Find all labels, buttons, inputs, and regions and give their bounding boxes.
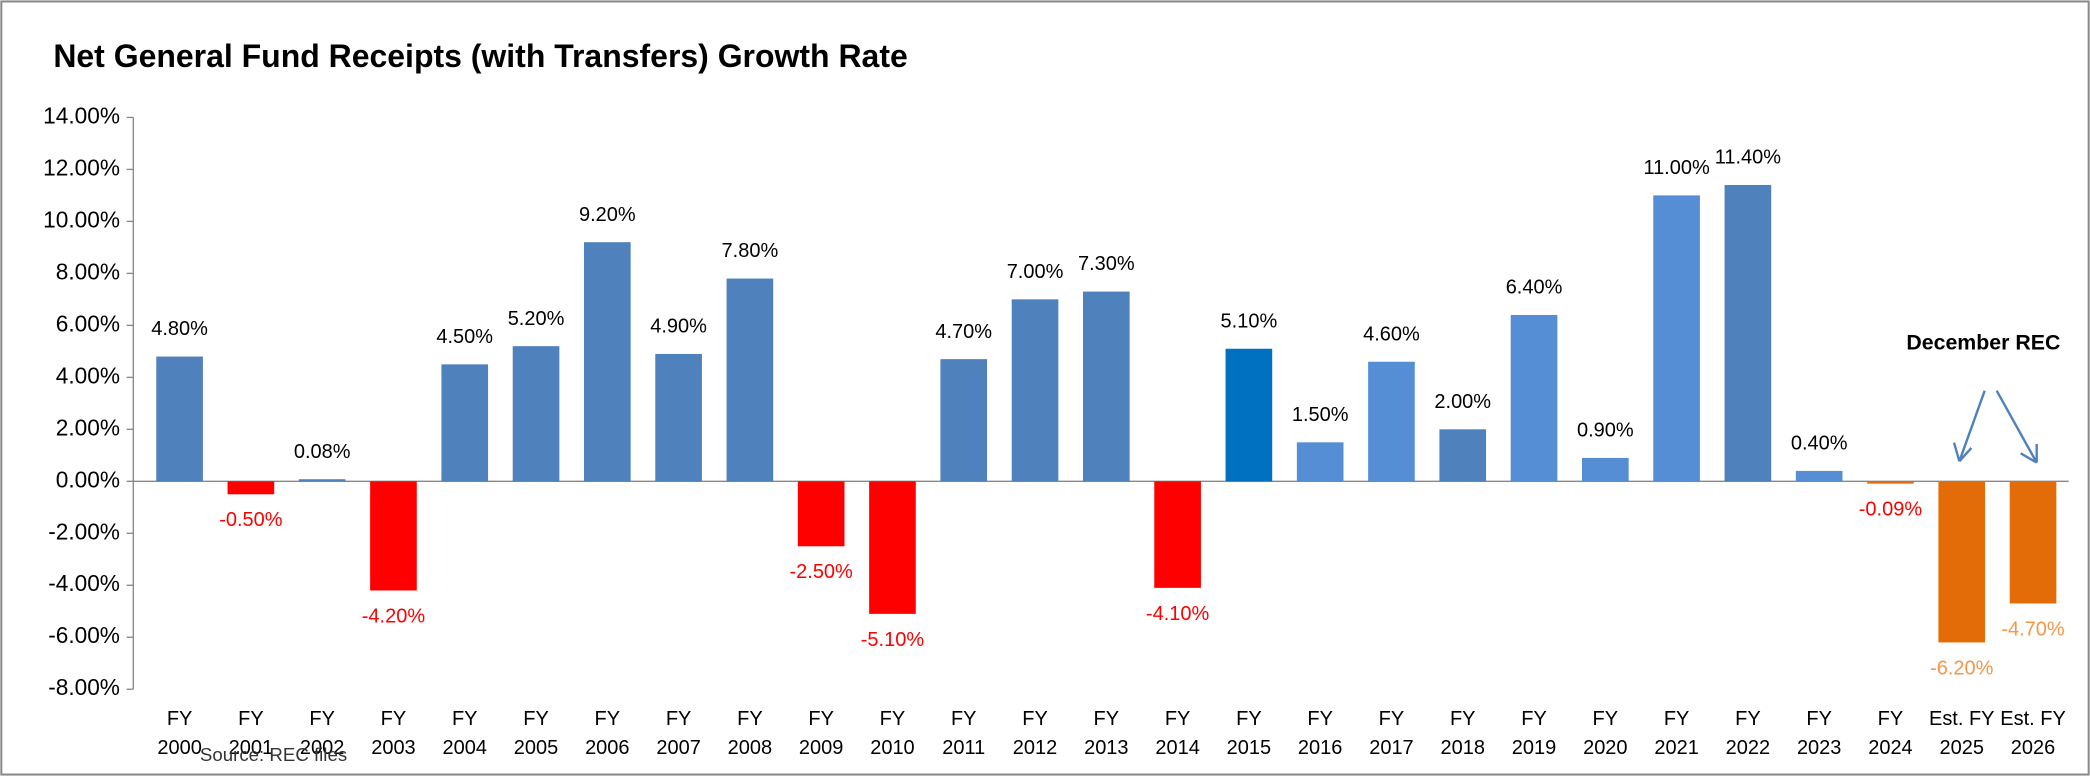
data-label: -6.20% <box>1930 657 1994 679</box>
x-tick-label: FY 2007 <box>656 708 700 759</box>
bar <box>583 242 631 482</box>
x-tick-label: Est. FY 2026 <box>2000 708 2066 759</box>
bar <box>1938 481 1986 643</box>
annotation: December REC <box>1906 331 2060 355</box>
data-label: 4.60% <box>1363 323 1420 345</box>
bar <box>1296 442 1344 482</box>
x-tick-label: FY 2014 <box>1155 708 1199 759</box>
data-label: 4.80% <box>151 318 208 340</box>
bar <box>1724 184 1772 482</box>
y-tick-label: 6.00% <box>56 310 120 336</box>
bar <box>1795 470 1843 482</box>
x-tick-label: FY 2021 <box>1654 708 1698 759</box>
data-label: -5.10% <box>861 629 925 651</box>
data-label: 4.70% <box>935 321 992 343</box>
bar <box>298 479 346 482</box>
data-label: 7.00% <box>1007 261 1064 283</box>
x-tick-label: FY 2004 <box>443 708 487 759</box>
chart-title: Net General Fund Receipts (with Transfer… <box>53 38 907 74</box>
y-tick-label: -8.00% <box>48 674 120 700</box>
x-tick-label: FY 2008 <box>728 708 772 759</box>
y-tick-label: 14.00% <box>43 102 120 128</box>
bar <box>1011 299 1059 482</box>
bar <box>1154 481 1201 588</box>
data-label: -4.10% <box>1146 603 1210 625</box>
bar <box>1581 457 1629 482</box>
data-label: 0.40% <box>1791 433 1848 455</box>
bar <box>655 353 702 482</box>
bar <box>227 481 275 495</box>
data-label: -0.50% <box>219 509 283 531</box>
x-tick-label: FY 2002 <box>300 708 344 759</box>
x-tick-label: FY 2023 <box>1797 708 1841 759</box>
x-tick-label: FY 2010 <box>870 708 914 759</box>
y-tick-label: 10.00% <box>43 206 120 232</box>
annotation-arrow <box>1995 390 2038 464</box>
y-tick-label: 2.00% <box>56 414 120 440</box>
x-tick-label: FY 2013 <box>1084 708 1128 759</box>
y-tick-label: 0.00% <box>56 466 120 492</box>
bar <box>1368 361 1415 482</box>
data-label: -4.20% <box>362 605 426 627</box>
x-tick-label: FY 2017 <box>1369 708 1413 759</box>
bar <box>441 364 489 482</box>
data-label: 7.30% <box>1078 253 1135 275</box>
data-label: 1.50% <box>1292 404 1349 426</box>
data-label: 4.90% <box>650 316 707 338</box>
x-tick-label: FY 2003 <box>371 708 415 759</box>
x-tick-label: FY 2009 <box>799 708 843 759</box>
bar <box>869 481 916 614</box>
data-label: 2.00% <box>1434 391 1491 413</box>
source-note: Source: REC files <box>200 744 347 765</box>
data-label: -2.50% <box>790 561 854 583</box>
data-label: 0.90% <box>1577 420 1634 442</box>
x-tick-label: FY 2024 <box>1868 708 1912 759</box>
bar <box>1867 481 1914 484</box>
x-tick-label: FY 2011 <box>942 708 985 759</box>
data-label: 4.50% <box>436 326 493 348</box>
bar <box>797 481 845 547</box>
x-tick-label: FY 2018 <box>1441 708 1485 759</box>
bar <box>156 356 203 482</box>
bar <box>940 359 988 482</box>
x-tick-label: FY 2020 <box>1583 708 1627 759</box>
data-label: 6.40% <box>1506 277 1563 299</box>
data-label: -4.70% <box>2001 618 2065 640</box>
y-tick-label: 8.00% <box>56 258 120 284</box>
x-tick-label: FY 2012 <box>1013 708 1057 759</box>
x-tick-label: FY 2006 <box>585 708 629 759</box>
bar <box>1653 195 1700 482</box>
data-label: -0.09% <box>1859 499 1923 521</box>
bar <box>1225 348 1273 482</box>
x-tick-label: Est. FY 2025 <box>1929 708 1995 759</box>
y-tick-label: -2.00% <box>48 518 120 544</box>
y-tick-label: 12.00% <box>43 154 120 180</box>
x-tick-label: FY 2015 <box>1227 708 1271 759</box>
annotation-arrow <box>1952 390 1986 463</box>
x-tick-label: FY 2022 <box>1726 708 1770 759</box>
bar <box>512 346 560 482</box>
y-tick-label: -4.00% <box>48 570 120 596</box>
data-label: 5.20% <box>508 308 565 330</box>
data-label: 11.40% <box>1715 147 1782 169</box>
bar <box>370 481 417 591</box>
x-tick-label: FY 2000 <box>157 708 201 759</box>
data-label: 9.20% <box>579 204 636 226</box>
data-label: 7.80% <box>722 240 779 262</box>
bar <box>726 278 774 482</box>
bar <box>1439 429 1487 482</box>
y-tick-label: 4.00% <box>56 362 120 388</box>
bar <box>2009 481 2057 604</box>
x-tick-label: FY 2019 <box>1512 708 1556 759</box>
x-tick-label: FY 2016 <box>1298 708 1342 759</box>
data-label: 11.00% <box>1643 157 1710 179</box>
x-tick-label: FY 2001 <box>229 708 273 759</box>
x-tick-label: FY 2005 <box>514 708 558 759</box>
y-tick-label: -6.00% <box>48 622 120 648</box>
bar <box>1082 291 1130 482</box>
bar <box>1510 314 1558 482</box>
data-label: 0.08% <box>294 441 351 463</box>
data-label: 5.10% <box>1221 310 1278 332</box>
